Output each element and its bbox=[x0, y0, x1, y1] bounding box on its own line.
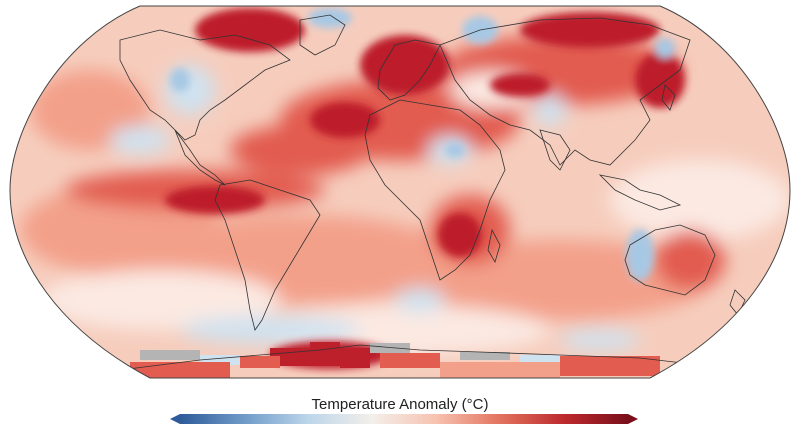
anomaly-cold bbox=[626, 229, 654, 281]
anomaly-strong bbox=[520, 12, 660, 48]
anomaly-cold bbox=[655, 38, 675, 58]
anomaly-warm bbox=[230, 125, 370, 175]
colorbar-max-arrow bbox=[628, 414, 638, 424]
anomaly-cool bbox=[200, 355, 240, 365]
coastline-path bbox=[439, 17, 691, 166]
coastline-path bbox=[299, 14, 346, 56]
anomaly-strong bbox=[438, 213, 482, 257]
anomaly-strong bbox=[310, 102, 380, 138]
coastline-path bbox=[214, 179, 321, 331]
coastline-path bbox=[364, 99, 506, 281]
colorbar bbox=[180, 414, 628, 424]
coastline-path bbox=[598, 174, 682, 211]
anomaly-field bbox=[10, 6, 790, 378]
anomaly-cool bbox=[110, 126, 170, 154]
globe-outline bbox=[9, 5, 791, 379]
anomaly-nodata bbox=[140, 350, 200, 360]
coastlines bbox=[99, 14, 746, 378]
coastline-path bbox=[487, 228, 501, 264]
colorbar-min-arrow bbox=[170, 414, 180, 424]
anomaly-cool bbox=[395, 288, 445, 312]
anomaly-strong bbox=[195, 8, 305, 52]
anomaly-warm bbox=[380, 353, 440, 368]
anomaly-nodata bbox=[370, 343, 410, 353]
anomaly-cool bbox=[560, 330, 640, 350]
coastline-path bbox=[539, 129, 571, 171]
anomaly-patches bbox=[20, 35, 790, 355]
anomaly-nodata bbox=[460, 352, 510, 360]
anomaly-strong bbox=[360, 35, 450, 95]
anomaly-cold bbox=[170, 68, 190, 92]
coastline-path bbox=[174, 129, 226, 186]
antarctic-cells bbox=[130, 342, 660, 378]
anomaly-cold bbox=[308, 8, 352, 28]
anomaly-cool bbox=[520, 355, 560, 363]
anomaly-warm bbox=[655, 230, 725, 290]
anomaly-strong bbox=[490, 73, 550, 97]
anomaly-cold bbox=[445, 142, 465, 158]
coastline-path bbox=[377, 39, 441, 101]
world-map-svg bbox=[9, 5, 791, 379]
coastline-path bbox=[99, 344, 722, 378]
temperature-anomaly-map bbox=[9, 5, 791, 379]
anomaly-strong bbox=[340, 348, 370, 368]
anomaly-warm bbox=[560, 356, 660, 376]
anomaly-cool bbox=[534, 94, 566, 126]
anomaly-strong bbox=[635, 52, 685, 108]
anomaly-cool bbox=[180, 316, 360, 344]
anomaly-strong bbox=[310, 342, 340, 366]
legend-title: Temperature Anomaly (°C) bbox=[311, 396, 489, 413]
anomaly-neutral bbox=[40, 270, 280, 330]
coastline-path bbox=[661, 84, 676, 111]
anomaly-mildw bbox=[440, 362, 560, 378]
anomaly-neutral bbox=[610, 160, 790, 240]
coastline-path bbox=[119, 29, 291, 141]
anomaly-warm bbox=[240, 356, 280, 368]
coastline-path bbox=[624, 224, 716, 296]
